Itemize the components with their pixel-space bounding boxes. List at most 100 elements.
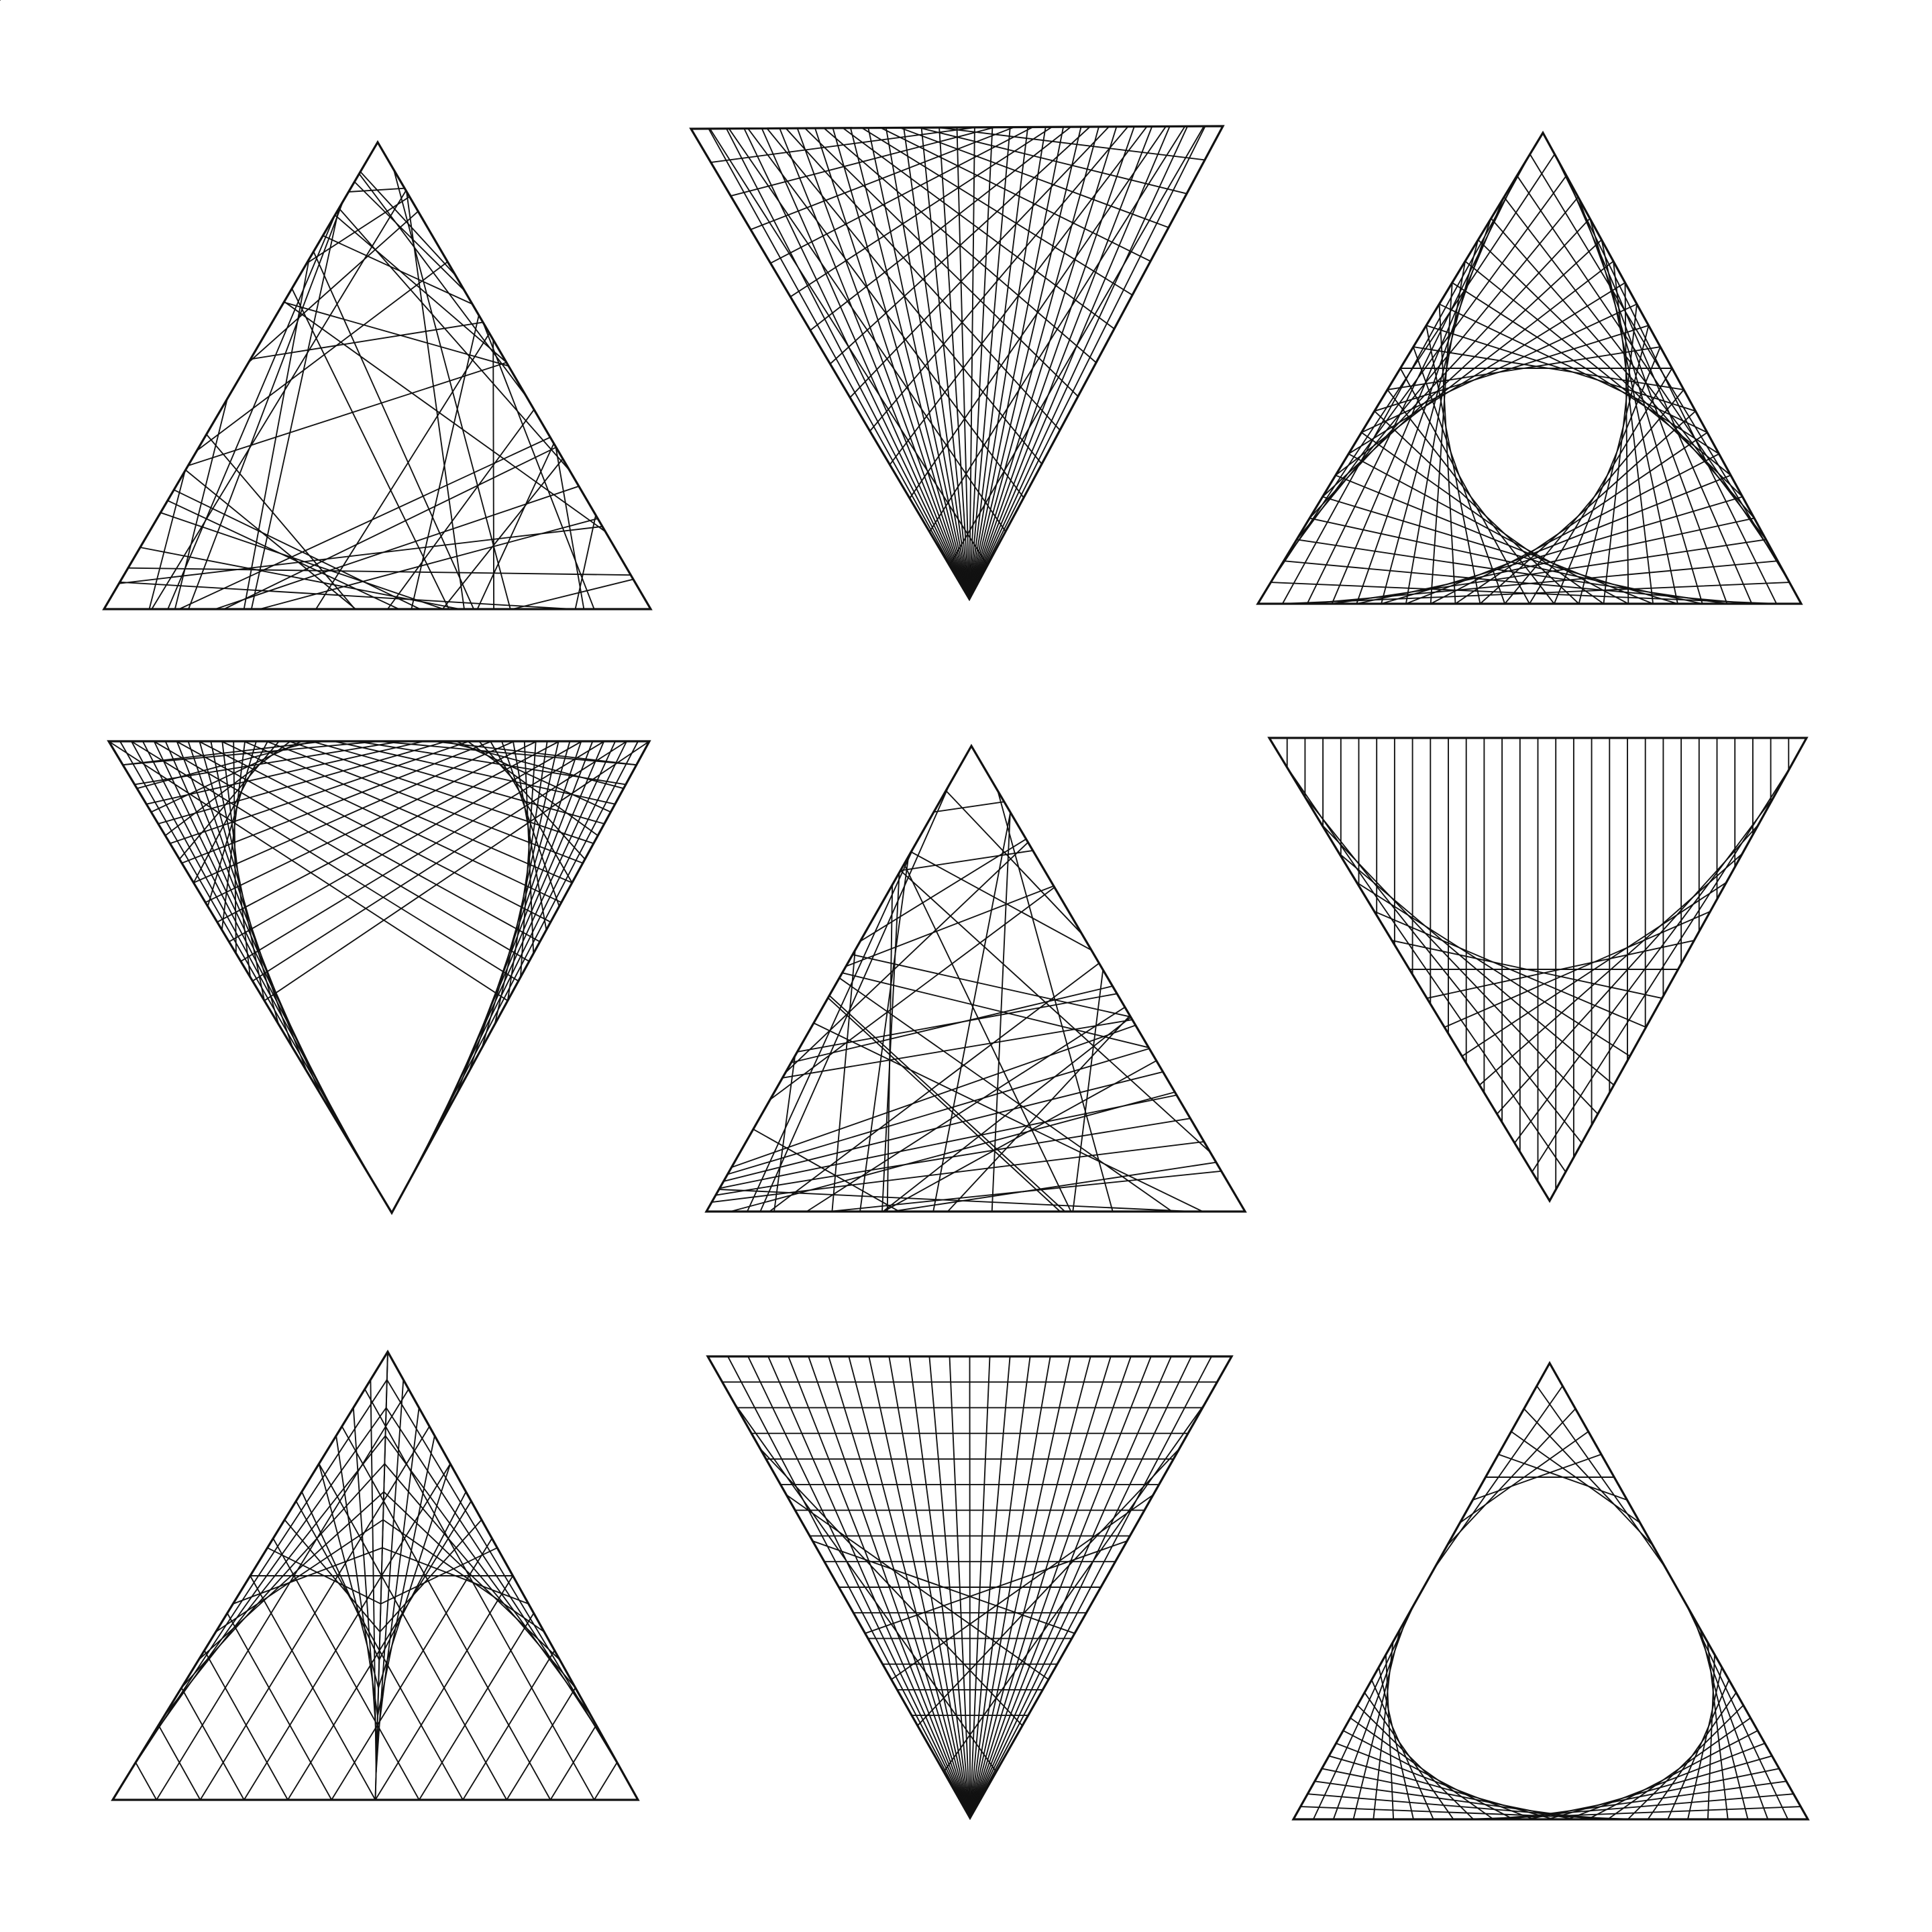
string-line: [1299, 1806, 1635, 1820]
string-line: [886, 883, 894, 1212]
string-line: [752, 1128, 900, 1212]
string-line: [283, 301, 510, 367]
string-line: [243, 1463, 451, 1801]
string-line: [1510, 1431, 1641, 1523]
string-line: [272, 1538, 420, 1801]
string-line: [1387, 346, 1661, 390]
string-line: [784, 841, 1029, 1073]
string-line: [221, 741, 246, 931]
string-line: [718, 1094, 1177, 1189]
string-line: [1283, 560, 1753, 604]
string-line: [574, 515, 597, 610]
string-line: [779, 127, 970, 600]
string-line: [163, 1435, 386, 1717]
string-line: [283, 301, 606, 533]
string-line: [769, 886, 1055, 1101]
string-line: [418, 1612, 535, 1801]
string-line: [1387, 388, 1555, 604]
string-line: [216, 741, 560, 923]
string-line: [444, 741, 625, 790]
string-line: [315, 332, 490, 610]
string-line: [181, 741, 492, 864]
string-line: [1461, 881, 1727, 1057]
string-line: [1536, 1385, 1667, 1569]
string-line: [891, 1161, 1217, 1212]
string-line: [851, 954, 1132, 1018]
string-line: [928, 125, 1186, 533]
string-line: [969, 125, 1099, 600]
triangle-random-chords: [102, 140, 653, 610]
string-line: [184, 469, 357, 610]
string-line: [384, 1435, 592, 1717]
string-line: [331, 1538, 493, 1801]
string-line: [156, 1388, 410, 1801]
string-line: [148, 470, 186, 610]
string-line: [729, 1091, 1176, 1212]
string-line: [759, 784, 951, 1212]
string-line: [374, 1575, 514, 1801]
string-line: [1360, 303, 1638, 433]
string-line: [555, 445, 585, 610]
triangle-three-lobes: [111, 1349, 640, 1801]
string-line: [1496, 824, 1760, 1115]
string-line: [228, 741, 583, 943]
string-line: [1479, 853, 1743, 1086]
string-line: [173, 489, 421, 610]
string-line: [338, 207, 570, 472]
triangle-inverted-two-curves: [0, 0, 1225, 602]
triangle-outline: [1256, 130, 1803, 605]
string-line: [157, 741, 447, 824]
string-line: [933, 801, 1005, 813]
string-line: [318, 1463, 508, 1801]
string-line: [1334, 474, 1654, 604]
string-line: [266, 741, 584, 864]
triangle-outline: [689, 125, 1225, 602]
string-line: [188, 201, 344, 610]
string-line: [383, 1491, 561, 1661]
string-line: [1577, 196, 1728, 604]
string-line: [180, 1687, 245, 1801]
triangle-inscribed-ellipse: [1291, 1360, 1810, 1821]
string-line: [223, 446, 557, 610]
string-line: [956, 127, 970, 600]
string-line: [313, 251, 475, 610]
string-line: [214, 485, 580, 610]
string-line: [221, 741, 251, 978]
triangle-sparse-random-chords: [704, 743, 1247, 1213]
string-line: [1426, 939, 1695, 1000]
string-line: [1531, 766, 1792, 1173]
string-line: [969, 126, 1082, 600]
string-line: [199, 1426, 431, 1801]
string-line: [969, 126, 1029, 600]
string-line: [433, 741, 637, 766]
string-line: [969, 125, 1206, 600]
triangle-outline: [706, 1355, 1234, 1821]
string-line: [969, 126, 1065, 600]
string-line: [841, 972, 1150, 1049]
string-line: [511, 578, 634, 610]
string-line: [378, 741, 637, 766]
string-line: [761, 127, 970, 600]
string-line: [1348, 282, 1626, 455]
string-line: [1603, 303, 1638, 604]
triangle-outline: [704, 743, 1247, 1213]
string-line: [885, 127, 970, 600]
string-line: [796, 993, 1118, 1053]
string-line: [749, 126, 1015, 231]
string-line: [333, 741, 616, 805]
string-line: [1497, 1454, 1628, 1501]
string-line: [360, 171, 457, 276]
string-line: [193, 741, 515, 883]
string-line: [130, 741, 519, 982]
string-line: [549, 1724, 597, 1801]
string-line: [809, 126, 1072, 331]
string-line: [233, 741, 237, 955]
string-line: [169, 741, 470, 845]
string-line: [1283, 174, 1567, 562]
string-line: [354, 181, 466, 291]
string-line: [1553, 346, 1661, 604]
string-line: [506, 1687, 576, 1801]
string-line: [411, 314, 480, 610]
